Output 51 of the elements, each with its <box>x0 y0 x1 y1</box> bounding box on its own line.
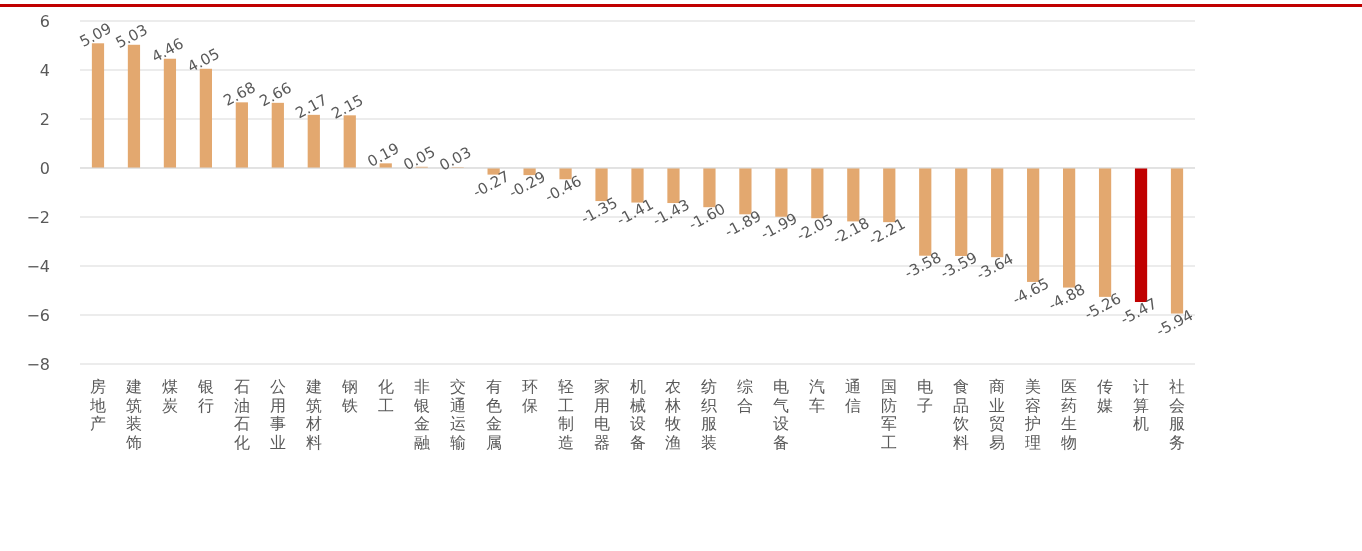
x-tick-label: 公用事业 <box>269 377 286 452</box>
x-tick-label: 电气设备 <box>773 377 790 452</box>
x-tick-label: 房地产 <box>88 377 106 434</box>
x-tick-label: 煤炭 <box>161 377 178 415</box>
y-tick-label: −4 <box>26 256 50 276</box>
x-tick-label: 石油石化 <box>233 377 250 452</box>
x-tick-label: 美容护理 <box>1024 377 1042 452</box>
x-tick-label: 农林牧渔 <box>664 377 682 452</box>
y-tick-label: 6 <box>39 11 50 31</box>
data-label: 2.15 <box>328 91 367 123</box>
y-tick-label: −6 <box>26 305 50 325</box>
data-label: 5.09 <box>76 19 115 51</box>
data-label: 2.66 <box>256 78 295 111</box>
x-tick-label: 有色金属 <box>485 377 502 452</box>
x-tick-label: 综合 <box>737 377 754 415</box>
x-tick-label: 食品饮料 <box>952 377 970 452</box>
x-tick-label: 家用电器 <box>593 377 610 452</box>
y-tick-label: 2 <box>39 109 50 129</box>
data-label: 4.46 <box>148 34 187 67</box>
x-tick-label: 银行 <box>196 377 214 415</box>
data-label: 0.05 <box>400 142 439 175</box>
x-tick-label: 电子 <box>917 377 934 415</box>
y-tick-label: −2 <box>26 207 50 227</box>
data-label: 0.03 <box>436 143 475 175</box>
data-label: 4.05 <box>184 44 223 77</box>
x-tick-label: 化工 <box>377 377 394 415</box>
x-tick-label: 轻工制造 <box>557 377 574 452</box>
x-tick-label: 建筑装饰 <box>124 377 142 452</box>
x-tick-label: 机械设备 <box>629 377 646 452</box>
data-label: 0.19 <box>364 139 403 171</box>
y-tick-label: 0 <box>39 158 50 178</box>
x-tick-label: 汽车 <box>809 377 826 415</box>
x-tick-label: 社会服务 <box>1169 377 1186 452</box>
data-label: 5.03 <box>112 20 151 53</box>
x-tick-label: 医药生物 <box>1061 377 1078 452</box>
y-tick-label: −8 <box>26 354 50 374</box>
data-label: 2.68 <box>220 78 259 110</box>
y-tick-label: 4 <box>39 60 50 80</box>
x-tick-label: 环保 <box>521 377 538 415</box>
x-tick-label: 通信 <box>845 377 862 415</box>
x-tick-label: 计算机 <box>1133 377 1150 434</box>
x-tick-label: 非银金融 <box>412 377 430 452</box>
x-tick-label: 纺织服装 <box>701 377 718 452</box>
x-tick-label: 钢铁 <box>340 377 358 415</box>
x-tick-label: 国防军工 <box>881 377 898 452</box>
data-label: -5.94 <box>1153 306 1197 341</box>
x-tick-label: 交通运输 <box>449 377 466 452</box>
data-label: 2.17 <box>292 90 331 123</box>
x-tick-label: 商业贸易 <box>989 377 1006 452</box>
x-tick-label: 建筑材料 <box>304 377 322 452</box>
x-tick-label: 传媒 <box>1097 377 1114 415</box>
